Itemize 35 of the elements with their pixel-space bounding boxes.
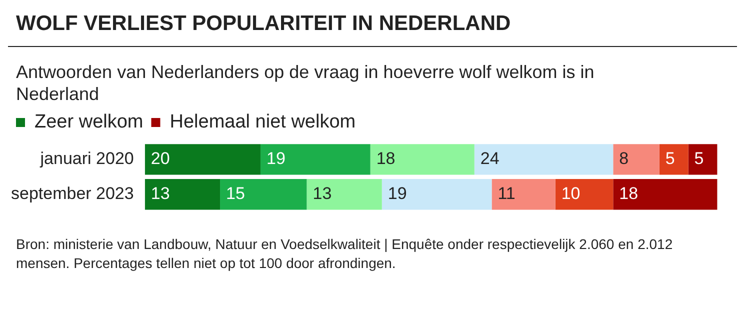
bar	[555, 178, 614, 210]
bar	[659, 144, 688, 175]
bar	[370, 144, 474, 175]
data-label: 10	[561, 184, 580, 204]
data-label: 5	[694, 149, 704, 168]
bar	[260, 144, 370, 175]
legend-label: Helemaal niet welkom	[170, 112, 356, 133]
data-label: 5	[665, 149, 675, 168]
data-label: 11	[498, 184, 516, 204]
legend-label: Zeer welkom	[34, 112, 144, 133]
data-label: 13	[150, 184, 170, 204]
data-label: 18	[619, 184, 638, 204]
bar	[306, 178, 382, 210]
bar	[144, 178, 220, 210]
bar	[474, 144, 614, 175]
chart-title: WOLF VERLIEST POPULARITEIT IN NEDERLAND	[8, 8, 737, 47]
y-tick-label: januari 2020	[39, 149, 134, 168]
bar	[492, 178, 556, 210]
y-tick-label: september 2023	[10, 184, 134, 204]
bar	[688, 144, 718, 175]
chart-subtitle: Antwoorden van Nederlanders op de vraag in hoeverre wolf welkom is in Nederland	[15, 61, 596, 105]
text: Bron: ministerie van Landbouw, Natuur en Voedselkwaliteit | Enquête onder respectievelijk 2.060 en 2.012 mensen. Percentages tellen niet op tot 100 door afrondingen.	[15, 235, 674, 273]
data-label: 18	[376, 149, 396, 168]
data-label: 8	[619, 149, 629, 168]
bar	[144, 144, 260, 175]
bar	[613, 144, 660, 175]
bar	[220, 178, 307, 210]
data-label: 15	[226, 184, 245, 204]
bar	[613, 178, 718, 210]
data-label: 19	[388, 184, 407, 204]
bar	[382, 178, 492, 210]
data-label: 20	[150, 149, 170, 168]
data-label: 24	[480, 149, 500, 168]
data-label: 19	[266, 149, 286, 168]
data-label: 13	[312, 184, 332, 204]
